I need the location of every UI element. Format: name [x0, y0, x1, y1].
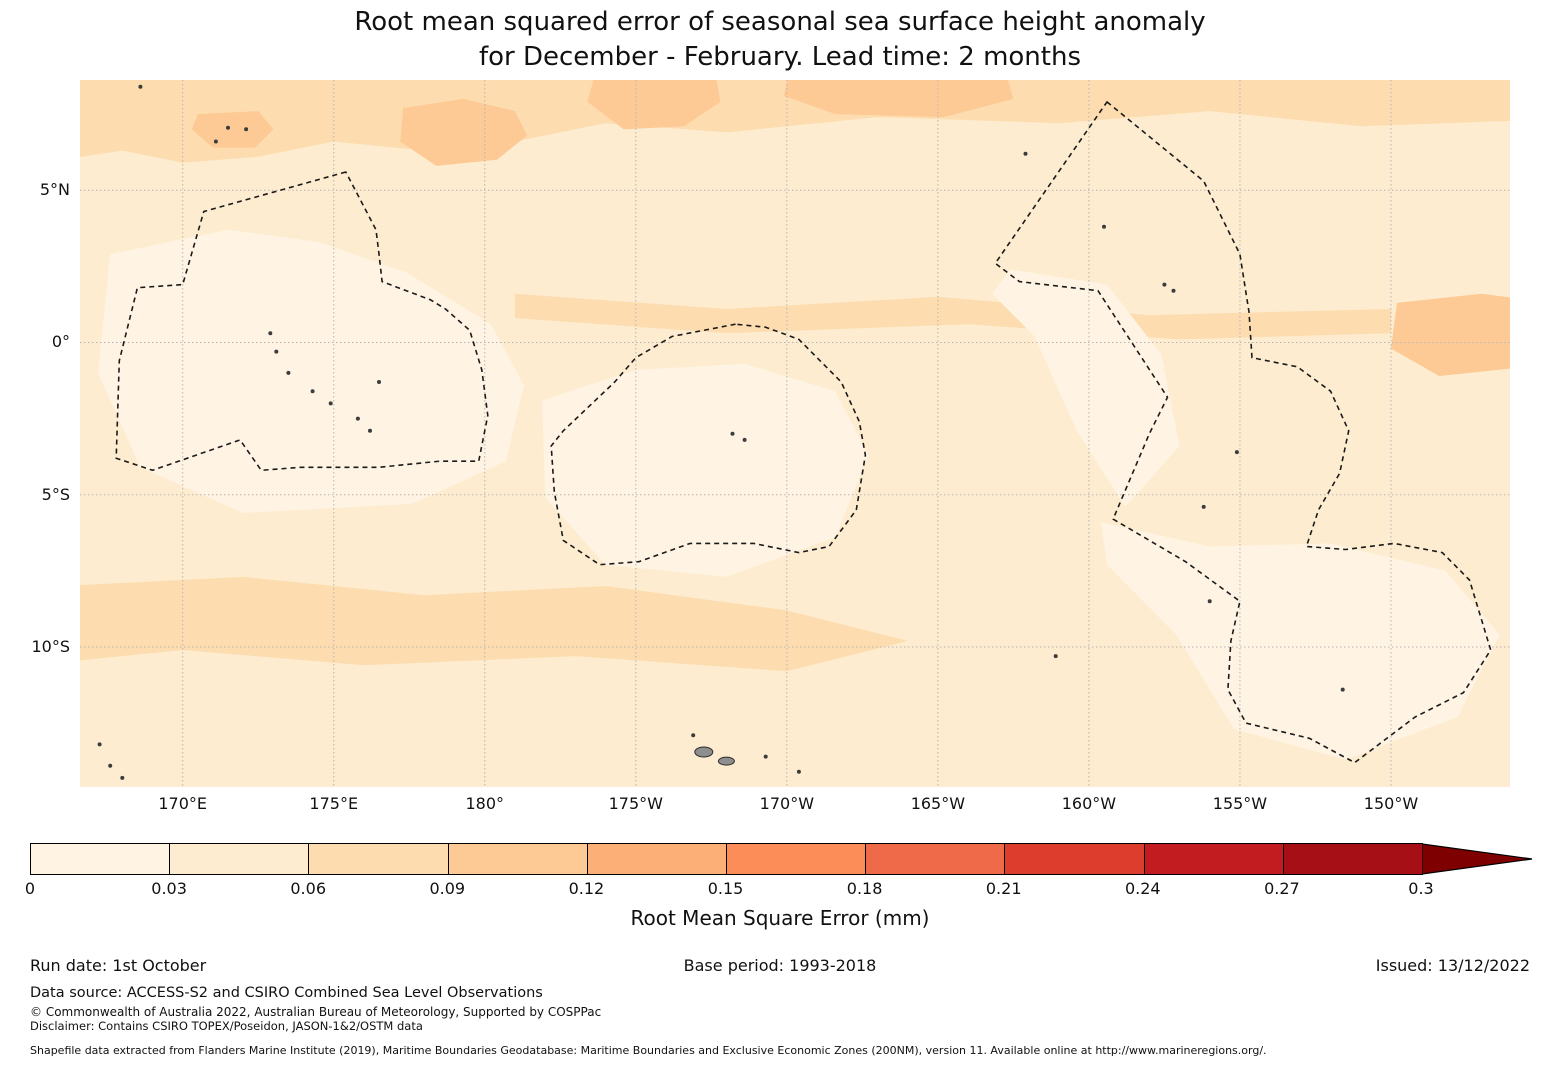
x-tick-label: 170°E	[158, 794, 208, 813]
disclaimer-text: Disclaimer: Contains CSIRO TOPEX/Poseido…	[30, 1019, 423, 1033]
colorbar-segment	[1282, 844, 1423, 874]
copyright-text: © Commonwealth of Australia 2022, Austra…	[30, 1005, 602, 1019]
shade-region-blob-nw	[191, 111, 274, 148]
colorbar-arrow-shape	[1422, 843, 1533, 875]
island-dot	[1102, 224, 1106, 229]
island-dot	[328, 401, 333, 406]
island-dot	[730, 431, 735, 436]
island-dot	[355, 416, 360, 421]
colorbar-extend-arrow	[1422, 843, 1533, 875]
colorbar-tick-label: 0	[24, 879, 36, 898]
island-dot	[1207, 599, 1212, 604]
colorbar-segment	[586, 844, 727, 874]
shade-region-blob-n3	[783, 80, 1014, 118]
colorbar-segment	[1004, 844, 1144, 874]
x-tick-label: 160°W	[1061, 794, 1117, 813]
shade-region-blob-n2	[587, 80, 721, 130]
y-tick-label: 0°	[51, 332, 70, 352]
eez-boundary-west	[115, 171, 489, 472]
data-source-text: Data source: ACCESS-S2 and CSIRO Combine…	[30, 985, 543, 1001]
island-dot	[1340, 687, 1345, 692]
chart-title-line-2: for December - February. Lead time: 2 mo…	[478, 42, 1081, 72]
colorbar-axis-label: Root Mean Square Error (mm)	[630, 906, 930, 930]
eez-boundary-middle	[550, 323, 867, 566]
x-tick-label: 175°E	[309, 794, 359, 813]
x-tick-label: 170°W	[759, 794, 815, 813]
shade-region-pale-northeast	[992, 269, 1180, 507]
map-canvas	[80, 80, 1510, 787]
colorbar-tick-label: 0.15	[707, 879, 744, 898]
island-dot	[1171, 288, 1176, 293]
x-tick-label: 150°W	[1363, 794, 1419, 813]
island-dot	[97, 742, 102, 747]
shapefile-note-text: Shapefile data extracted from Flanders M…	[30, 1044, 1267, 1057]
colorbar-tick-label: 0.06	[290, 879, 326, 898]
island-dot	[138, 84, 143, 89]
base-period-text: Base period: 1993-2018	[683, 956, 877, 975]
colorbar-tick-label: 0.21	[985, 879, 1022, 898]
island-dot	[763, 754, 768, 759]
colorbar	[30, 843, 1423, 875]
island-dot	[796, 769, 801, 774]
colorbar-segment	[169, 844, 309, 874]
shade-region-blob-n1	[400, 98, 528, 166]
island-dot	[274, 349, 279, 354]
colorbar-tick-label: 0.3	[1408, 879, 1434, 898]
issued-date-text: Issued: 13/12/2022	[1375, 956, 1530, 975]
chart-title-line-1: Root mean squared error of seasonal sea …	[354, 7, 1206, 37]
x-tick-label: 175°W	[608, 794, 663, 813]
colorbar-segment	[447, 844, 587, 874]
island-dot	[691, 733, 696, 738]
island-dot	[1162, 282, 1167, 287]
colorbar-segment	[31, 844, 170, 874]
colorbar-tick-label: 0.24	[1124, 879, 1161, 898]
colorbar-tick-label: 0.12	[568, 879, 605, 898]
shade-region-south-streak	[80, 576, 908, 672]
island-dot	[368, 428, 372, 433]
y-tick-label: 10°S	[31, 636, 70, 656]
island-dot	[1201, 504, 1206, 509]
colorbar-tick-label: 0.18	[846, 879, 883, 898]
island-dot	[213, 139, 218, 144]
island-dot	[310, 389, 315, 394]
shade-region-pale-west	[98, 229, 524, 514]
x-tick-label: 165°W	[910, 794, 966, 813]
y-tick-label: 5°N	[39, 180, 70, 200]
island-dot	[377, 380, 381, 384]
island-dot	[742, 437, 747, 442]
colorbar-segment	[1143, 844, 1283, 874]
shade-region-mid-streak	[515, 293, 1391, 340]
x-tick-label: 155°W	[1212, 794, 1268, 813]
colorbar-segment	[726, 844, 866, 874]
run-date-text: Run date: 1st October	[30, 956, 207, 975]
island-dot	[244, 127, 249, 132]
island-dot	[1053, 654, 1058, 659]
island-upolu	[717, 756, 735, 766]
shade-region-blob-east	[1391, 293, 1510, 376]
island-dot	[226, 125, 230, 130]
colorbar-segment	[308, 844, 448, 874]
shade-region-pale-southeast	[1101, 522, 1500, 760]
x-tick-label: 180°	[465, 794, 505, 813]
island-savaii	[694, 746, 714, 758]
colorbar-segment	[865, 844, 1005, 874]
island-dot	[120, 775, 125, 780]
colorbar-tick-label: 0.27	[1264, 879, 1300, 898]
colorbar-tick-label: 0.03	[151, 879, 187, 898]
colorbar-tick-label: 0.09	[429, 879, 466, 898]
island-dot	[108, 763, 113, 768]
island-dot	[286, 370, 291, 375]
island-dot	[268, 331, 273, 336]
island-dot	[1234, 450, 1239, 455]
eez-boundary-east	[994, 101, 1492, 764]
island-dot	[1023, 151, 1028, 156]
chart-title: Root mean squared error of seasonal sea …	[0, 5, 1560, 75]
y-tick-label: 5°S	[41, 484, 70, 504]
